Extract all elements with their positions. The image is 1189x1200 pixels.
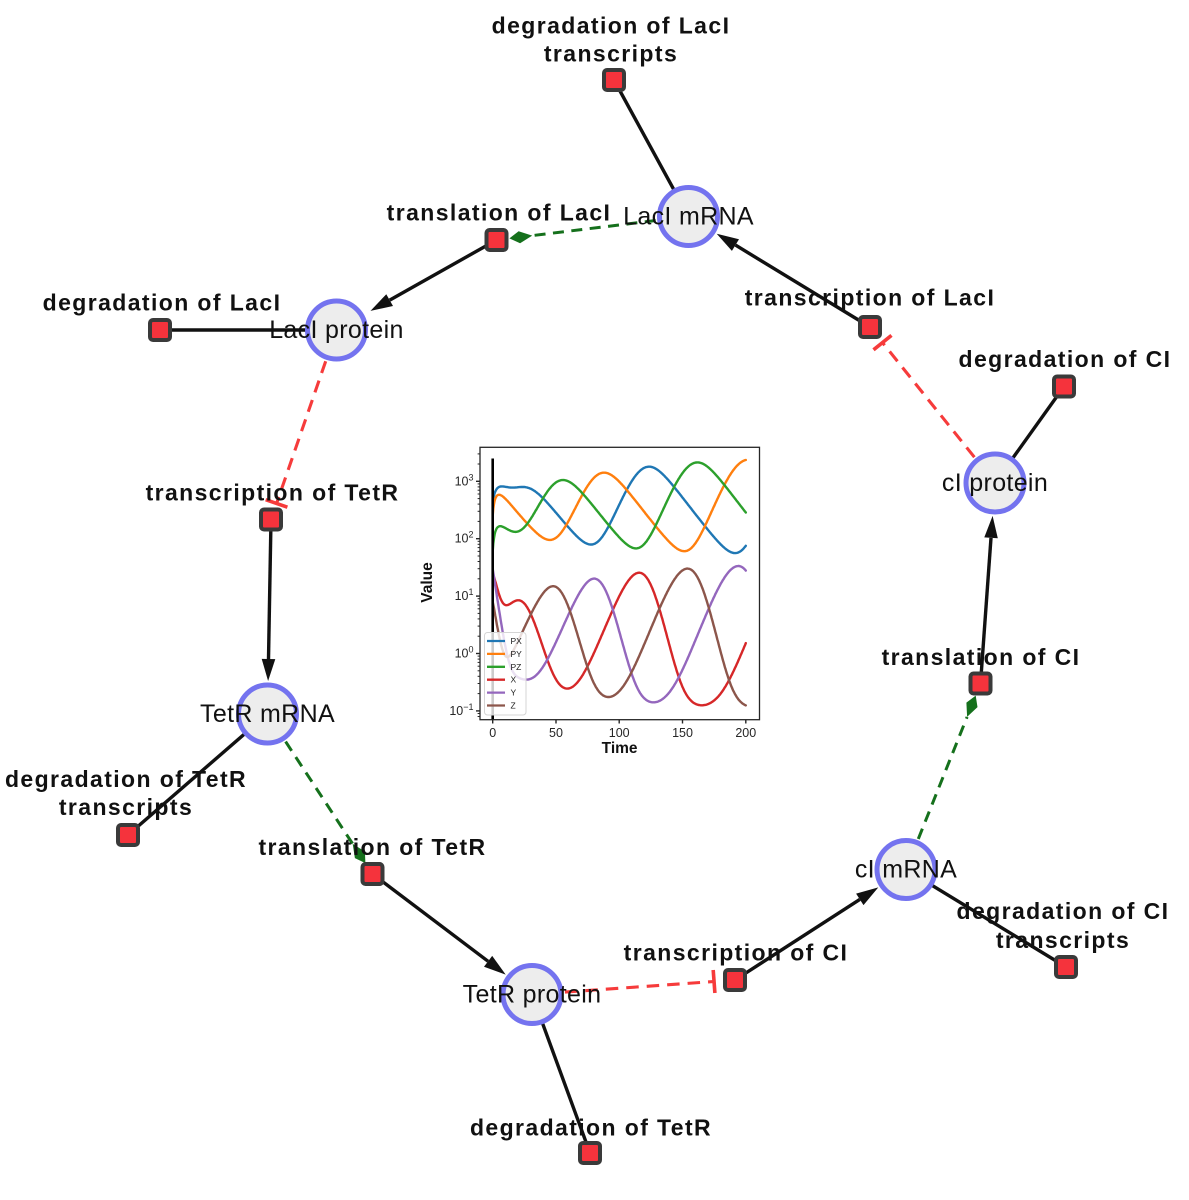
svg-text:50: 50: [549, 726, 563, 740]
svg-text:degradation of TetR: degradation of TetR: [5, 766, 247, 792]
svg-text:degradation of CI: degradation of CI: [957, 898, 1170, 924]
svg-text:degradation of TetR: degradation of TetR: [470, 1115, 712, 1141]
svg-text:Y: Y: [511, 688, 517, 698]
svg-text:0: 0: [489, 726, 496, 740]
svg-text:cI protein: cI protein: [942, 469, 1048, 497]
svg-text:Z: Z: [511, 701, 516, 711]
svg-text:PZ: PZ: [511, 662, 522, 672]
svg-text:degradation of LacI: degradation of LacI: [43, 290, 282, 316]
svg-text:transcripts: transcripts: [59, 794, 193, 820]
svg-text:transcription of LacI: transcription of LacI: [745, 285, 995, 311]
svg-text:LacI mRNA: LacI mRNA: [623, 203, 754, 231]
svg-text:100: 100: [609, 726, 630, 740]
svg-text:TetR protein: TetR protein: [463, 981, 602, 1009]
svg-text:LacI protein: LacI protein: [269, 316, 404, 344]
svg-text:Value: Value: [419, 562, 436, 603]
svg-text:200: 200: [735, 726, 756, 740]
svg-text:transcription of TetR: transcription of TetR: [146, 480, 400, 506]
svg-text:translation of TetR: translation of TetR: [258, 834, 486, 860]
svg-text:transcripts: transcripts: [996, 927, 1130, 953]
svg-text:translation of CI: translation of CI: [882, 644, 1081, 670]
svg-text:transcription of CI: transcription of CI: [624, 940, 849, 966]
svg-text:Time: Time: [602, 740, 638, 757]
svg-text:TetR mRNA: TetR mRNA: [200, 700, 335, 728]
svg-text:PX: PX: [511, 636, 523, 646]
svg-text:degradation of CI: degradation of CI: [959, 346, 1172, 372]
svg-text:X: X: [511, 675, 517, 685]
svg-text:transcripts: transcripts: [544, 41, 678, 67]
svg-text:PY: PY: [511, 649, 523, 659]
svg-text:150: 150: [672, 726, 693, 740]
svg-text:degradation of LacI: degradation of LacI: [492, 13, 731, 39]
svg-text:translation of LacI: translation of LacI: [387, 200, 612, 226]
svg-text:cI mRNA: cI mRNA: [855, 856, 957, 884]
